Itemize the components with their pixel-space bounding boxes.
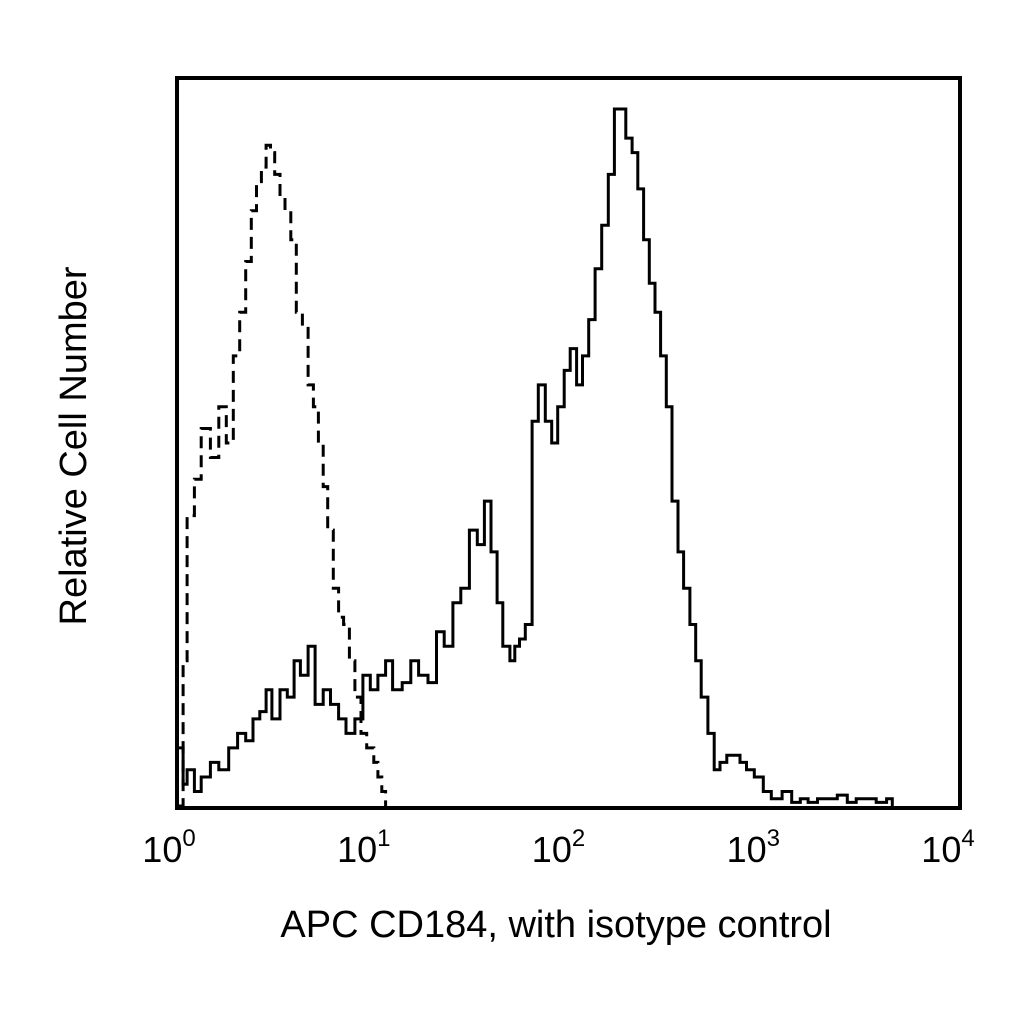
x-tick-label: 104 (921, 825, 974, 870)
cd184-series-line (179, 107, 894, 806)
plot-frame (175, 76, 962, 810)
x-tick-label: 100 (142, 825, 195, 870)
x-axis-title: APC CD184, with isotype control (280, 904, 831, 946)
x-tick-label: 102 (532, 825, 585, 870)
isotype-control-series-line (179, 143, 388, 808)
series-layer (179, 107, 894, 808)
x-tick-label: 103 (727, 825, 780, 870)
y-axis-title: Relative Cell Number (53, 266, 95, 625)
x-tick-label: 101 (337, 825, 390, 870)
x-tick-labels: 100 101 102 103 104 (142, 825, 974, 870)
